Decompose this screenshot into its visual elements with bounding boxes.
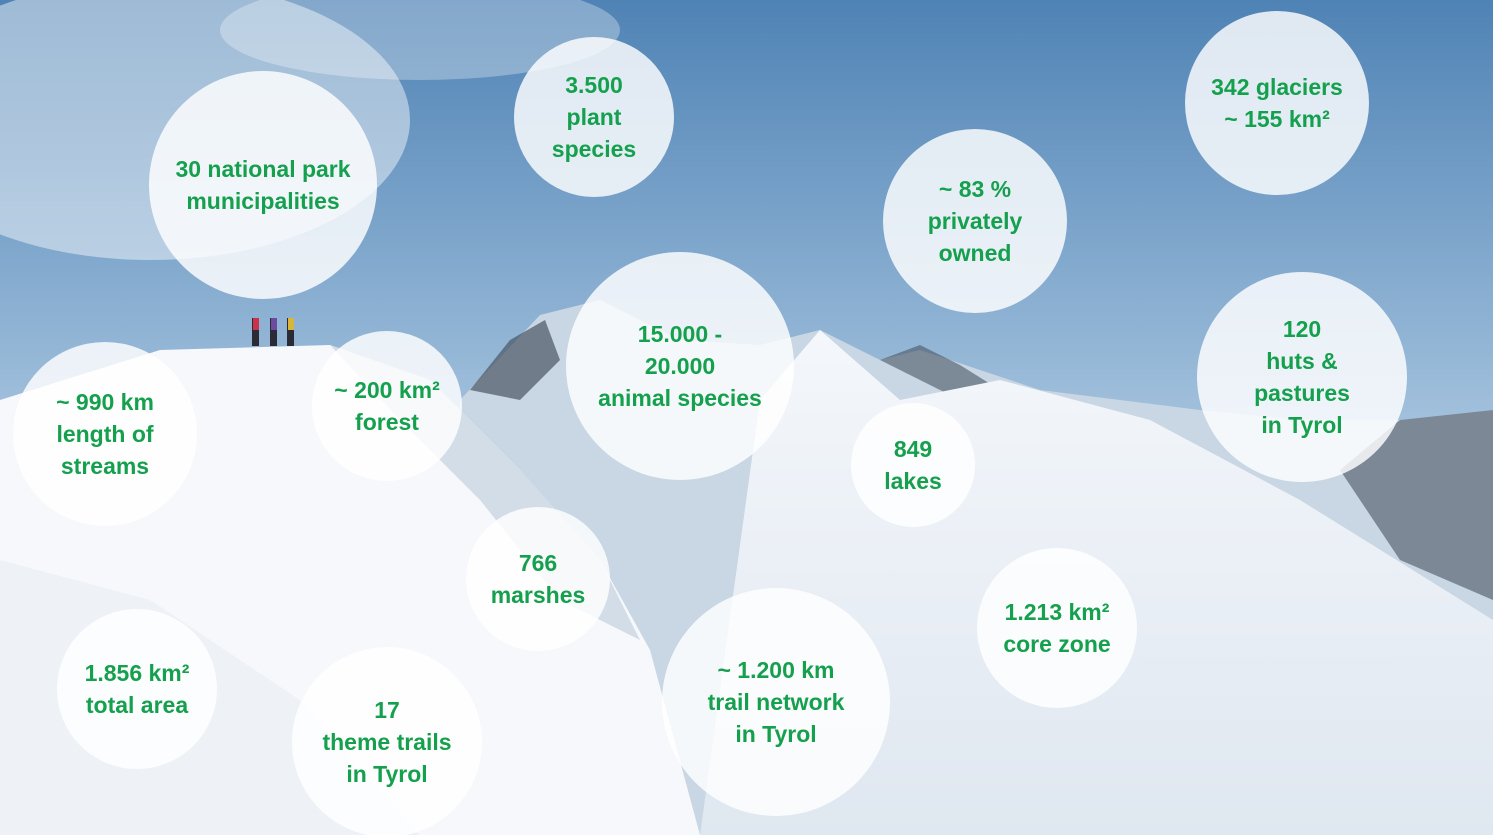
fact-text: theme trails — [322, 726, 451, 758]
fact-text: 3.500 — [565, 69, 623, 101]
page: 30 national parkmunicipalities 3.500plant… — [0, 0, 1493, 835]
fact-text: 1.213 km² — [1005, 596, 1110, 628]
fact-text: ~ 990 km — [56, 386, 154, 418]
fact-text: 120 — [1283, 313, 1321, 345]
fact-text: privately — [928, 205, 1023, 237]
fact-text: in Tyrol — [735, 718, 816, 750]
fact-text: animal species — [598, 382, 762, 414]
fact-text: 20.000 — [645, 350, 715, 382]
fact-text: in Tyrol — [346, 758, 427, 790]
fact-text: 17 — [374, 694, 400, 726]
fact-text: 849 — [894, 433, 932, 465]
fact-text: owned — [939, 237, 1012, 269]
fact-text: trail network — [708, 686, 845, 718]
fact-text: 1.856 km² — [85, 657, 190, 689]
fact-text: species — [552, 133, 636, 165]
fact-text: ~ 83 % — [939, 173, 1011, 205]
fact-text: ~ 200 km² — [334, 374, 440, 406]
fact-text: length of — [56, 418, 153, 450]
fact-text: lakes — [884, 465, 942, 497]
fact-text: pastures — [1254, 377, 1350, 409]
fact-text: marshes — [491, 579, 586, 611]
fact-text: forest — [355, 406, 419, 438]
fact-text: streams — [61, 450, 149, 482]
fact-text: 766 — [519, 547, 557, 579]
fact-text: ~ 1.200 km — [717, 654, 834, 686]
fact-text: core zone — [1003, 628, 1110, 660]
fact-text: in Tyrol — [1261, 409, 1342, 441]
fact-text: 30 national park — [175, 153, 350, 185]
fact-text: huts & — [1266, 345, 1338, 377]
fact-text: 342 glaciers — [1211, 71, 1343, 103]
fact-text: 15.000 - — [638, 318, 722, 350]
fact-bubble: 342 glaciers~ 155 km² — [1185, 11, 1369, 195]
fact-text: municipalities — [186, 185, 339, 217]
fact-text: plant — [567, 101, 622, 133]
fact-text: ~ 155 km² — [1224, 103, 1330, 135]
fact-text: total area — [86, 689, 188, 721]
